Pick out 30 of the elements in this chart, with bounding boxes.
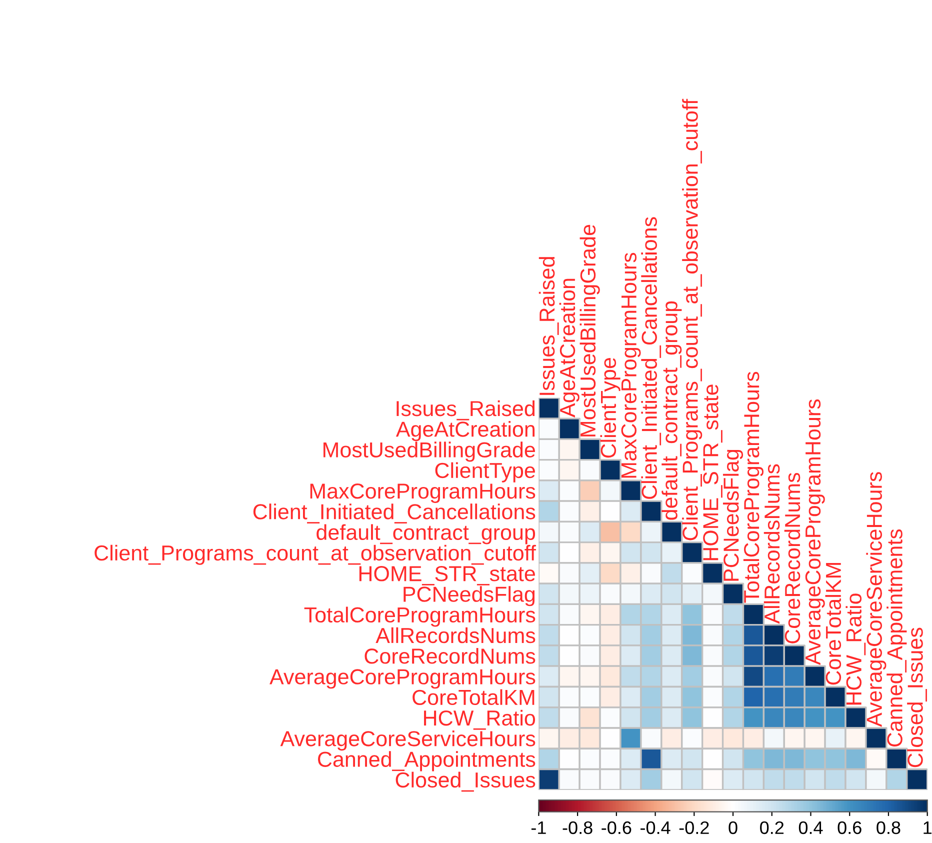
- color-bar-label: 0: [728, 821, 738, 834]
- color-bar-label: -0.2: [679, 821, 709, 834]
- color-bar-label: -1: [531, 822, 546, 834]
- x-tick-label: AllRecordsNums: [764, 464, 780, 624]
- color-bar-label: -0.6: [602, 821, 632, 834]
- color-bar-label: 0.4: [798, 821, 823, 834]
- color-bar-label: 0.8: [876, 821, 900, 834]
- color-bar-label: 0.6: [838, 821, 862, 834]
- y-tick-label: Canned_Appointments: [318, 751, 536, 772]
- y-tick-label: AverageCoreProgramHours: [270, 669, 536, 689]
- x-tick-label: PCNeedsFlag: [722, 450, 744, 581]
- color-bar-label: 0.2: [760, 821, 784, 834]
- x-tick-label: CoreRecordNums: [784, 472, 800, 644]
- color-bar-label: -0.8: [562, 821, 592, 834]
- x-tick-label: TotalCoreProgramHours: [743, 372, 764, 603]
- y-tick-label: HCW_Ratio: [424, 710, 536, 730]
- x-tick-label: default_contract_group: [662, 301, 682, 520]
- color-bar-label: 1: [924, 822, 932, 834]
- x-tick-label: HOME_STR_state: [703, 384, 722, 560]
- x-tick-label: CoreTotalKM: [825, 563, 842, 685]
- x-tick-label: Closed_Issues: [907, 628, 927, 768]
- x-tick-label: Canned_Appointments: [886, 529, 907, 747]
- x-tick-label: AverageCoreProgramHours: [805, 399, 825, 666]
- color-bar-label: -0.4: [640, 821, 670, 834]
- y-tick-label: AverageCoreServiceHours: [280, 730, 536, 751]
- y-tick-label: Closed_Issues: [396, 772, 536, 792]
- x-tick-label: ClientType: [600, 358, 620, 458]
- y-tick-label: AgeAtCreation: [396, 421, 535, 442]
- x-tick-label: AverageCoreServiceHours: [866, 472, 886, 727]
- x-tick-label: HCW_Ratio: [846, 594, 866, 705]
